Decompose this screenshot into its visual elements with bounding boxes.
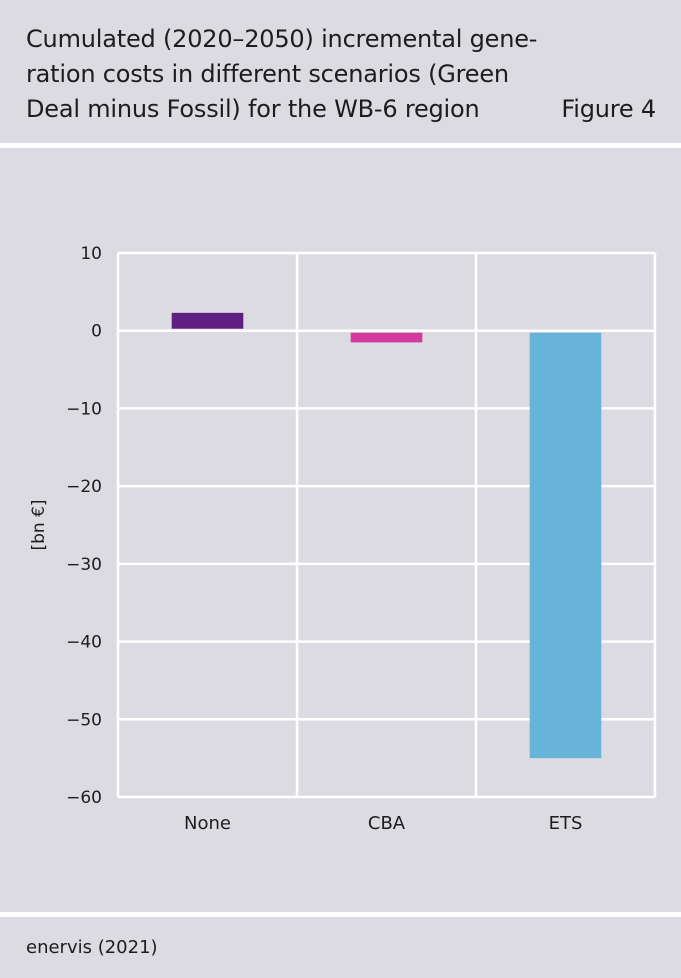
y-tick-label: −20: [66, 477, 102, 497]
footer-divider: [0, 912, 681, 917]
y-tick-label: −10: [66, 399, 102, 419]
header-divider: [0, 143, 681, 148]
y-tick-label: 0: [91, 322, 102, 342]
y-axis-label: [bn €]: [29, 499, 49, 550]
bar-cba: [350, 332, 423, 343]
x-tick-label: None: [184, 813, 231, 834]
chart-title-line: Cumulated (2020–2050) incremental gene-: [26, 25, 538, 53]
y-tick-label: −30: [66, 555, 102, 575]
y-tick-label: −60: [66, 788, 102, 808]
y-tick-label: −40: [66, 633, 102, 653]
bar-chart: 10 0 −10 −20 −30 −40 −50 −60 None CBA ETS [bn €]: [29, 244, 657, 834]
chart-title-line: Deal minus Fossil) for the WB-6 region: [26, 95, 480, 123]
y-tick-label: 10: [80, 244, 102, 264]
x-tick-label: ETS: [549, 813, 583, 834]
x-tick-label: CBA: [368, 813, 406, 834]
y-tick-label: −50: [66, 710, 102, 730]
source-note: enervis (2021): [26, 937, 158, 958]
chart-title-line: ration costs in different scenarios (Gre…: [26, 60, 509, 88]
figure-label: Figure 4: [561, 95, 656, 123]
bar-none: [171, 312, 244, 329]
chart-title: Cumulated (2020–2050) incremental gene- …: [26, 22, 546, 127]
bar-ets: [529, 332, 602, 759]
chart-header: Cumulated (2020–2050) incremental gene- …: [0, 0, 681, 145]
